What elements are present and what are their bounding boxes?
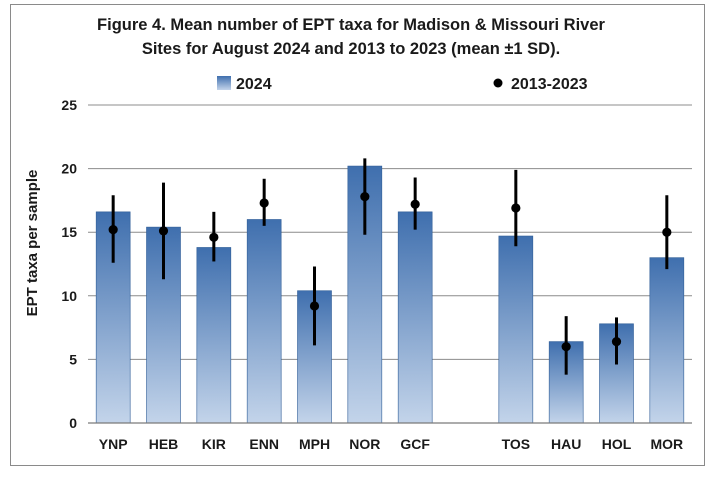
bars-2024	[95, 165, 685, 424]
x-tick-label-mor: MOR	[650, 436, 683, 452]
y-tick-label: 25	[61, 97, 77, 113]
y-axis-label: EPT taxa per sample	[24, 170, 41, 317]
legend-label-2024: 2024	[236, 76, 272, 93]
y-tick-label: 5	[69, 351, 77, 367]
mean-point-hol	[611, 336, 622, 347]
x-tick-label-hol: HOL	[602, 436, 632, 452]
mean-point-mor	[662, 227, 672, 237]
legend-swatch-2024	[217, 76, 231, 90]
chart-frame: Figure 4. Mean number of EPT taxa for Ma…	[10, 4, 705, 466]
legend: 2024 2013-2023	[217, 76, 588, 93]
y-tick-label: 15	[61, 224, 77, 240]
chart-title-line-2: Sites for August 2024 and 2013 to 2023 (…	[142, 40, 560, 58]
x-tick-label-ynp: YNP	[99, 436, 128, 452]
y-tick-labels: 0 5 10 15 20 25	[61, 97, 77, 431]
bar-2024-enn	[246, 219, 282, 424]
bar-2024-tos	[498, 235, 534, 424]
x-tick-label-kir: KIR	[202, 436, 226, 452]
y-tick-label: 20	[61, 161, 77, 177]
bar-2024-mor	[649, 257, 685, 424]
y-tick-label: 0	[69, 415, 77, 431]
mean-point-nor	[360, 191, 370, 202]
mean-point-mph	[309, 301, 320, 311]
bar-2024-kir	[196, 247, 232, 424]
bar-2024-gcf	[397, 211, 433, 424]
x-tick-label-enn: ENN	[249, 436, 279, 452]
gridlines	[88, 104, 692, 360]
mean-point-kir	[209, 232, 219, 242]
chart-title-line-1: Figure 4. Mean number of EPT taxa for Ma…	[97, 16, 606, 34]
x-tick-label-nor: NOR	[349, 436, 380, 452]
x-tick-label-tos: TOS	[502, 436, 531, 452]
chart-canvas: Figure 4. Mean number of EPT taxa for Ma…	[24, 16, 692, 452]
x-tick-label-hau: HAU	[551, 436, 581, 452]
legend-label-2013-2023: 2013-2023	[511, 76, 588, 93]
mean-point-ynp	[108, 225, 118, 235]
mean-point-tos	[511, 203, 521, 213]
legend-marker-2013-2023	[493, 78, 503, 88]
x-tick-label-heb: HEB	[149, 436, 179, 452]
x-tick-label-mph: MPH	[299, 436, 330, 452]
x-tick-labels: YNP HEB KIR ENN MPH NOR GCF TOS HAU HOL MOR	[99, 436, 683, 452]
mean-point-enn	[259, 198, 269, 208]
mean-point-gcf	[410, 199, 420, 209]
x-tick-label-gcf: GCF	[400, 436, 430, 452]
mean-point-heb	[158, 226, 169, 236]
y-tick-label: 10	[61, 288, 77, 304]
error-bars-2013-2023	[108, 158, 672, 375]
mean-point-hau	[561, 342, 571, 352]
